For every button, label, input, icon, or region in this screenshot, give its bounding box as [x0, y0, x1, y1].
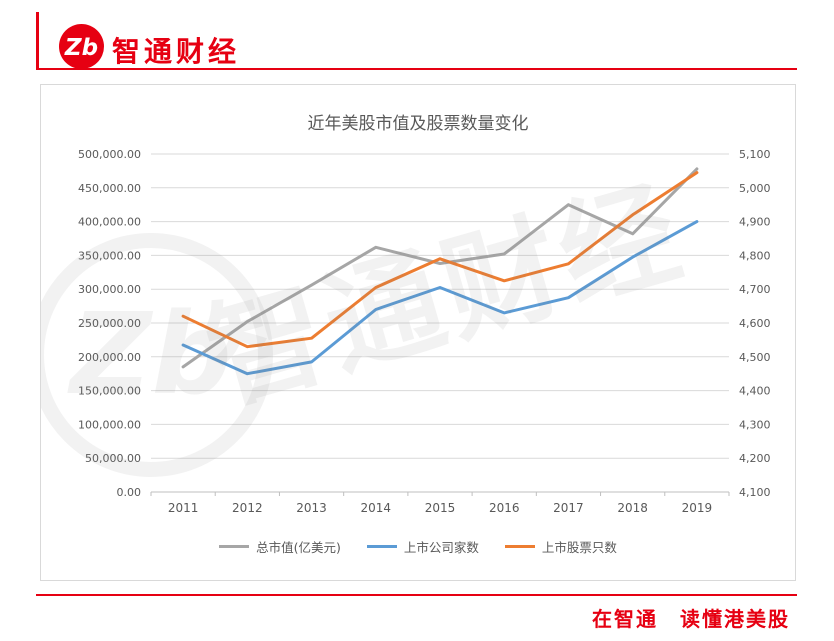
- x-axis-label: 2015: [425, 501, 456, 515]
- line-chart: 500,000.00 5,100 450,000.00 5,000 400,000.00…: [78, 148, 771, 515]
- left-axis-tick-label: 150,000.00: [78, 385, 141, 398]
- right-axis-tick-label: 4,700: [739, 283, 771, 296]
- left-axis-tick-label: 300,000.00: [78, 283, 141, 296]
- right-axis-tick-label: 4,200: [739, 452, 771, 465]
- right-axis-tick-label: 4,100: [739, 486, 771, 499]
- series-line-1: [181, 220, 699, 376]
- left-axis-tick-label: 250,000.00: [78, 317, 141, 330]
- legend-label: 上市股票只数: [541, 540, 617, 555]
- legend-swatch: [366, 545, 397, 548]
- right-axis-tick-label: 4,900: [739, 216, 771, 229]
- footer-rule: [36, 594, 797, 596]
- header-accent-tick: [36, 12, 39, 69]
- brand-logo-glyph: Zb: [64, 35, 98, 61]
- left-axis-tick-label: 50,000.00: [85, 452, 141, 465]
- left-axis-tick-label: 0.00: [117, 486, 142, 499]
- left-axis-tick-label: 400,000.00: [78, 216, 141, 229]
- legend-swatch: [219, 545, 250, 548]
- x-axis-label: 2017: [553, 501, 584, 515]
- left-axis-tick-label: 450,000.00: [78, 182, 141, 195]
- right-axis-tick-label: 5,100: [739, 148, 771, 161]
- left-axis-tick-label: 350,000.00: [78, 249, 141, 262]
- brand-logo: Zb: [58, 23, 105, 70]
- x-axis-label: 2013: [296, 501, 327, 515]
- footer-slogan: 在智通 读懂港美股: [592, 607, 790, 631]
- x-axis-label: 2018: [617, 501, 648, 515]
- right-axis-tick-label: 4,800: [739, 249, 771, 262]
- x-axis-label: 2014: [361, 501, 392, 515]
- header-rule: [36, 68, 797, 70]
- chart-card: 近年美股市值及股票数量变化 500,000.00 5,100 450,000.00 5…: [40, 84, 796, 581]
- x-axis-label: 2019: [682, 501, 713, 515]
- legend-item-2: 上市股票只数: [504, 537, 617, 556]
- legend-swatch: [504, 545, 535, 548]
- chart-legend: 总市值(亿美元) 上市公司家数 上市股票只数: [41, 537, 795, 556]
- right-axis-tick-label: 5,000: [739, 182, 771, 195]
- x-axis-label: 2016: [489, 501, 520, 515]
- legend-label: 总市值(亿美元): [256, 540, 341, 555]
- left-axis-tick-label: 200,000.00: [78, 351, 141, 364]
- right-axis-tick-label: 4,500: [739, 351, 771, 364]
- brand-logo-icon: Zb: [59, 24, 104, 69]
- left-axis-tick-label: 100,000.00: [78, 418, 141, 431]
- right-axis-tick-label: 4,600: [739, 317, 771, 330]
- brand-name: 智通财经: [112, 35, 241, 68]
- right-axis-tick-label: 4,400: [739, 385, 771, 398]
- legend-item-1: 上市公司家数: [366, 537, 479, 556]
- right-axis-tick-label: 4,300: [739, 418, 771, 431]
- legend-label: 上市公司家数: [403, 540, 479, 555]
- chart-title: 近年美股市值及股票数量变化: [307, 114, 529, 134]
- x-axis-label: 2012: [232, 501, 263, 515]
- series-line-0: [181, 167, 699, 369]
- series-line-2: [181, 171, 699, 349]
- left-axis-tick-label: 500,000.00: [78, 148, 141, 161]
- legend-item-0: 总市值(亿美元): [219, 537, 341, 556]
- x-axis-label: 2011: [168, 501, 199, 515]
